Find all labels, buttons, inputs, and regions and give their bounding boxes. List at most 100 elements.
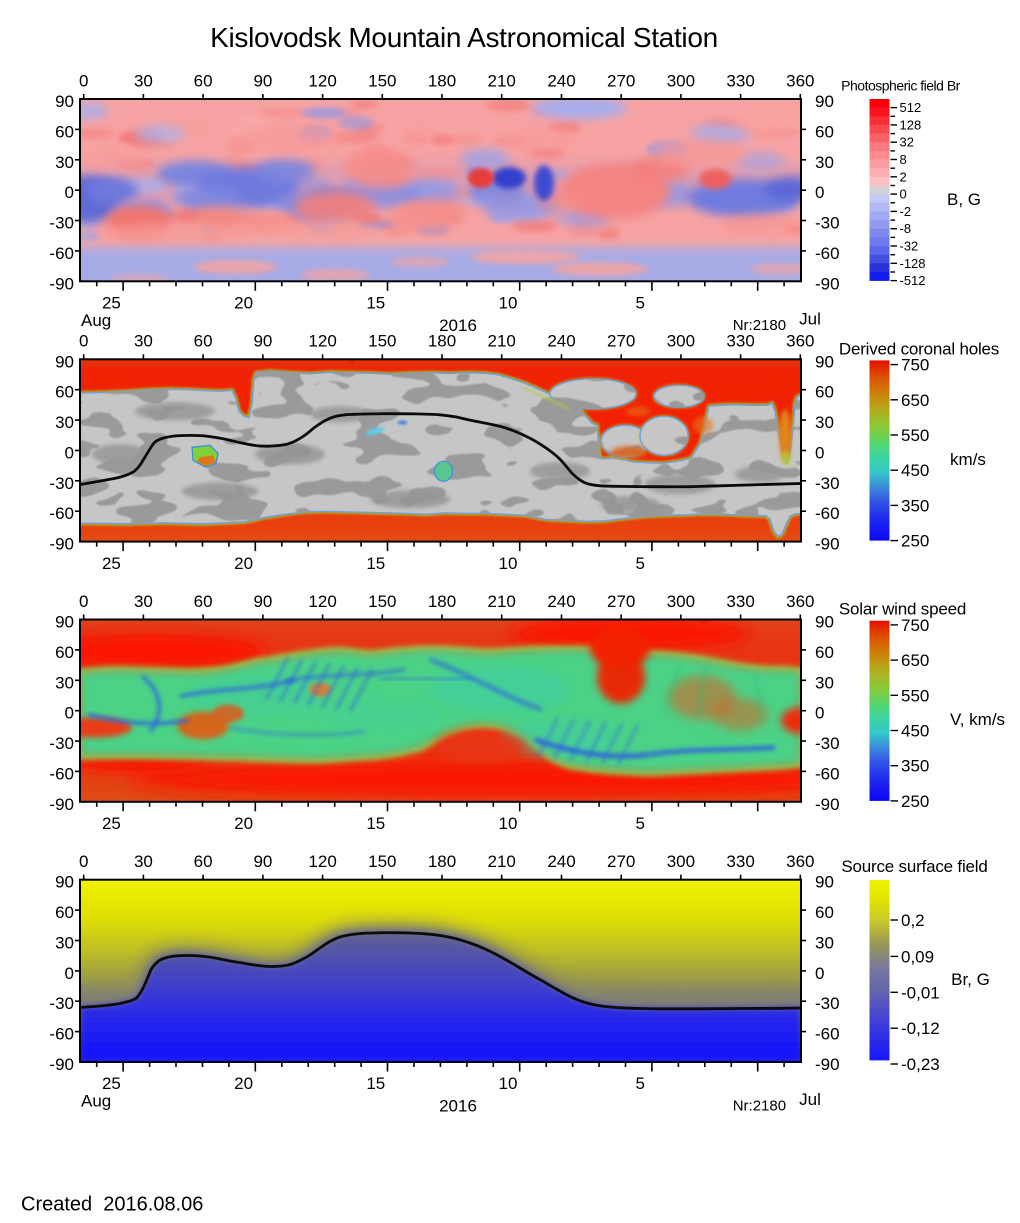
svg-text:750: 750: [901, 616, 929, 635]
svg-text:90: 90: [55, 873, 74, 892]
svg-text:60: 60: [194, 852, 213, 871]
svg-text:240: 240: [547, 71, 575, 90]
svg-text:-30: -30: [815, 994, 840, 1013]
svg-text:240: 240: [547, 332, 575, 351]
svg-text:Created 2016.08.06: Created 2016.08.06: [21, 1194, 203, 1216]
svg-text:300: 300: [667, 332, 695, 351]
svg-text:60: 60: [815, 383, 834, 402]
svg-text:650: 650: [901, 651, 929, 670]
svg-text:550: 550: [901, 426, 929, 445]
svg-text:330: 330: [726, 852, 754, 871]
svg-text:-90: -90: [815, 274, 840, 293]
svg-text:-128: -128: [900, 256, 926, 271]
svg-text:-30: -30: [815, 474, 840, 493]
svg-text:60: 60: [194, 332, 213, 351]
svg-text:-60: -60: [49, 1025, 74, 1044]
svg-text:90: 90: [253, 852, 272, 871]
svg-text:300: 300: [667, 592, 695, 611]
svg-text:60: 60: [55, 122, 74, 141]
svg-text:210: 210: [488, 71, 516, 90]
svg-text:270: 270: [607, 592, 635, 611]
svg-text:60: 60: [815, 122, 834, 141]
svg-text:15: 15: [366, 554, 385, 573]
svg-text:210: 210: [488, 592, 516, 611]
svg-text:0: 0: [900, 187, 907, 202]
svg-text:0: 0: [79, 71, 88, 90]
svg-text:-0,01: -0,01: [901, 983, 940, 1002]
svg-text:15: 15: [366, 814, 385, 833]
svg-text:250: 250: [901, 792, 929, 811]
svg-text:60: 60: [815, 903, 834, 922]
svg-text:5: 5: [635, 1074, 644, 1093]
svg-text:128: 128: [900, 117, 922, 132]
svg-text:120: 120: [308, 71, 336, 90]
svg-text:90: 90: [253, 332, 272, 351]
svg-text:360: 360: [786, 332, 814, 351]
svg-text:-60: -60: [815, 764, 840, 783]
svg-text:30: 30: [815, 934, 834, 953]
svg-text:360: 360: [786, 852, 814, 871]
svg-text:650: 650: [901, 391, 929, 410]
svg-text:120: 120: [308, 332, 336, 351]
svg-text:Aug: Aug: [81, 311, 111, 330]
svg-text:Derived coronal holes: Derived coronal holes: [839, 340, 999, 359]
svg-text:90: 90: [815, 613, 834, 632]
svg-text:750: 750: [901, 356, 929, 375]
svg-text:-90: -90: [815, 1055, 840, 1074]
svg-text:Jul: Jul: [799, 309, 821, 328]
svg-text:0: 0: [65, 964, 74, 983]
svg-text:25: 25: [102, 1074, 121, 1093]
svg-text:512: 512: [900, 100, 922, 115]
svg-text:210: 210: [488, 332, 516, 351]
svg-text:Br, G: Br, G: [951, 970, 990, 989]
svg-text:30: 30: [55, 934, 74, 953]
svg-text:300: 300: [667, 71, 695, 90]
svg-text:150: 150: [368, 592, 396, 611]
svg-text:20: 20: [234, 294, 253, 313]
svg-text:0,09: 0,09: [901, 947, 934, 966]
svg-text:5: 5: [635, 814, 644, 833]
svg-text:0: 0: [65, 183, 74, 202]
svg-text:90: 90: [55, 613, 74, 632]
svg-text:180: 180: [428, 71, 456, 90]
svg-text:60: 60: [55, 903, 74, 922]
svg-text:30: 30: [55, 153, 74, 172]
svg-text:km/s: km/s: [950, 450, 986, 469]
svg-text:30: 30: [815, 413, 834, 432]
svg-text:-60: -60: [815, 1025, 840, 1044]
svg-text:2: 2: [900, 169, 907, 184]
svg-text:10: 10: [499, 294, 518, 313]
svg-text:0: 0: [65, 444, 74, 463]
svg-text:30: 30: [815, 673, 834, 692]
svg-text:-30: -30: [49, 214, 74, 233]
svg-text:Aug: Aug: [81, 1092, 111, 1111]
svg-text:-90: -90: [49, 1055, 74, 1074]
svg-text:60: 60: [55, 643, 74, 662]
svg-text:150: 150: [368, 332, 396, 351]
svg-text:5: 5: [635, 554, 644, 573]
svg-text:90: 90: [815, 92, 834, 111]
svg-text:15: 15: [366, 1074, 385, 1093]
svg-text:550: 550: [901, 686, 929, 705]
svg-text:180: 180: [428, 332, 456, 351]
svg-text:-0,12: -0,12: [901, 1019, 940, 1038]
svg-text:10: 10: [499, 1074, 518, 1093]
svg-text:90: 90: [253, 592, 272, 611]
svg-text:V, km/s: V, km/s: [950, 710, 1005, 729]
svg-text:2016: 2016: [439, 1097, 477, 1116]
svg-text:-30: -30: [49, 734, 74, 753]
svg-text:-90: -90: [49, 795, 74, 814]
svg-text:-60: -60: [815, 244, 840, 263]
svg-text:330: 330: [726, 592, 754, 611]
svg-text:60: 60: [55, 383, 74, 402]
svg-text:0,2: 0,2: [901, 911, 925, 930]
svg-text:-30: -30: [49, 994, 74, 1013]
svg-text:30: 30: [134, 592, 153, 611]
svg-text:25: 25: [102, 294, 121, 313]
svg-text:-60: -60: [49, 244, 74, 263]
svg-text:450: 450: [901, 722, 929, 741]
svg-text:-60: -60: [49, 764, 74, 783]
svg-text:-8: -8: [900, 221, 912, 236]
svg-text:-90: -90: [815, 535, 840, 554]
svg-text:180: 180: [428, 592, 456, 611]
